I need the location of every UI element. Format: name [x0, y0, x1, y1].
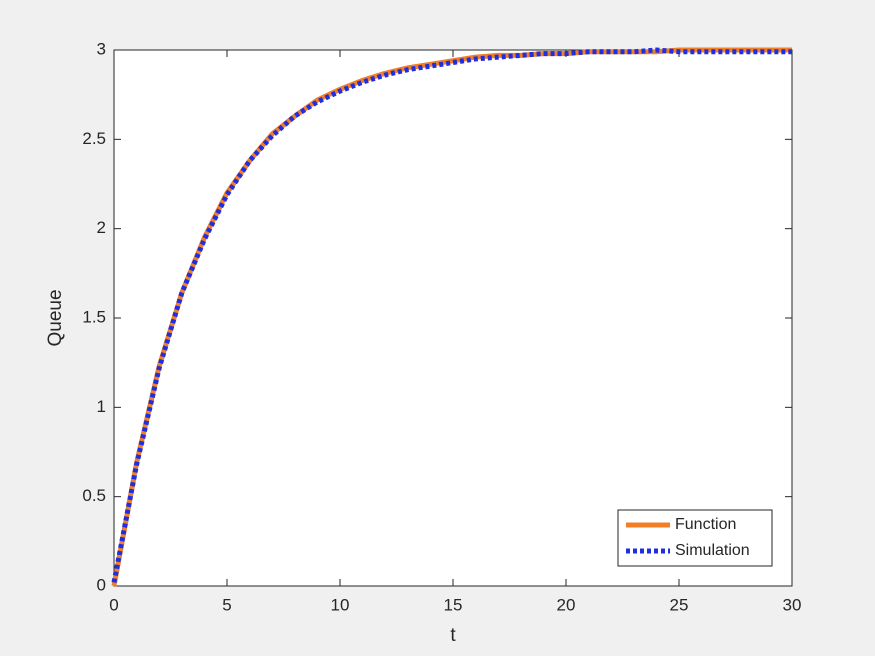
y-axis-label: Queue: [45, 289, 66, 346]
x-tick-label: 20: [557, 595, 576, 614]
y-tick-label: 1.5: [82, 307, 106, 326]
y-tick-label: 1: [97, 397, 106, 416]
x-tick-label: 25: [670, 595, 689, 614]
x-tick-label: 5: [222, 595, 231, 614]
series-line: [111, 47, 792, 583]
legend-label: Function: [675, 516, 736, 533]
legend-label: Simulation: [675, 542, 750, 559]
y-tick-label: 0.5: [82, 486, 106, 505]
x-tick-label: 15: [444, 595, 463, 614]
y-tick-label: 3: [97, 39, 106, 58]
legend-box: [617, 509, 773, 567]
x-axis-label: t: [450, 625, 456, 646]
x-tick-label: 0: [109, 595, 118, 614]
plot-area: [113, 49, 793, 587]
y-tick-label: 2: [97, 218, 106, 237]
y-tick-label: 0: [97, 575, 106, 594]
y-tick-label: 2.5: [82, 129, 106, 148]
x-tick-label: 30: [783, 595, 802, 614]
x-tick-label: 10: [331, 595, 350, 614]
